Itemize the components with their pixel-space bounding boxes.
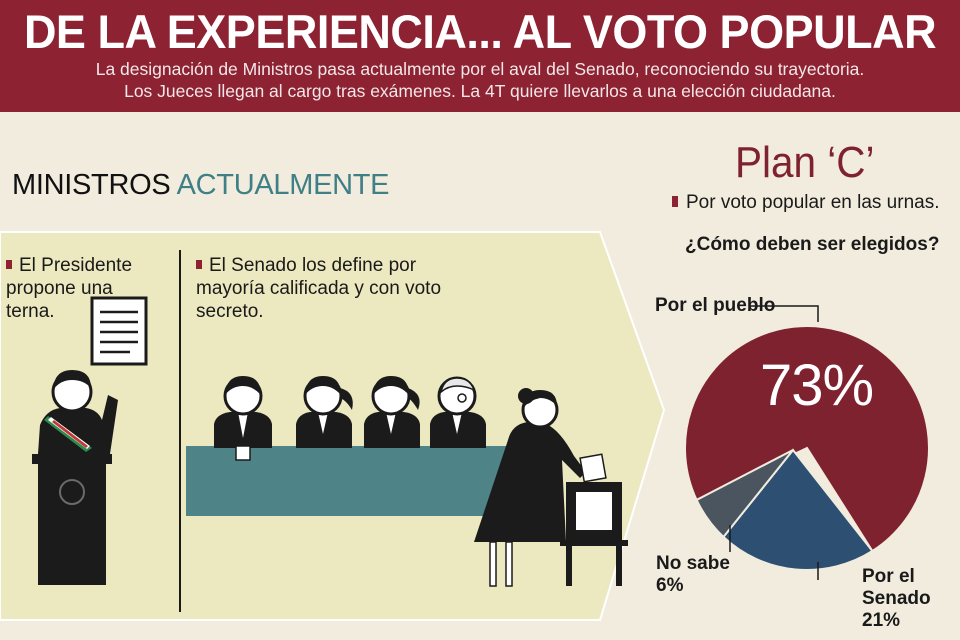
subtitle-line-2: Los Jueces llegan al cargo tras exámenes… [124, 81, 836, 101]
section-title-word-1: MINISTROS [12, 169, 171, 201]
plan-subtitle: Por voto popular en las urnas. [672, 192, 940, 214]
president-body [38, 395, 118, 454]
senate-table [186, 446, 506, 516]
slice-label-senado: Por el Senado 21% [862, 566, 931, 631]
slice-senado [722, 448, 874, 571]
senator-3 [364, 376, 420, 448]
slice-value-pueblo: 73% [760, 353, 874, 418]
bullet-square-icon [6, 260, 12, 269]
section-title-word-2: ACTUALMENTE [176, 169, 390, 201]
senator-2 [296, 376, 353, 448]
step-2-text: El Senado los define por mayoría calific… [196, 255, 442, 322]
header-banner: DE LA EXPERIENCIA... AL VOTO POPULAR La … [0, 0, 960, 112]
process-arrow-illustration [0, 231, 666, 621]
leader-line-pueblo [750, 305, 819, 322]
senators-group [214, 376, 486, 461]
senator-4 [430, 376, 486, 448]
bullet-square-icon [672, 196, 678, 207]
ballot-icon [579, 453, 607, 483]
president-figure [32, 296, 148, 585]
slice-pueblo [684, 325, 930, 553]
pie-chart [684, 305, 930, 580]
subtitle-line-1: La designación de Ministros pasa actualm… [95, 59, 865, 79]
podium-top [32, 454, 112, 464]
page-title: DE LA EXPERIENCIA... AL VOTO POPULAR [23, 4, 937, 59]
slice-label-nosabe: No sabe 6% [656, 553, 730, 596]
plan-title: Plan ‘C’ [735, 138, 875, 187]
section-title: MINISTROS ACTUALMENTE [12, 167, 390, 203]
bullet-square-icon [196, 260, 202, 269]
slice-label-pueblo: Por el pueblo [655, 295, 776, 316]
podium [38, 460, 106, 585]
seal-icon [59, 479, 85, 505]
chart-question: ¿Cómo deben ser elegidos? [685, 234, 940, 255]
slice-value-nosabe: 6% [656, 575, 684, 596]
step-1-text: El Presidente propone una terna. [6, 255, 133, 322]
senator-1 [214, 376, 272, 461]
slice-value-senado: 21% [862, 610, 901, 631]
slice-nosabe [695, 449, 794, 539]
voter-figure [474, 388, 628, 587]
